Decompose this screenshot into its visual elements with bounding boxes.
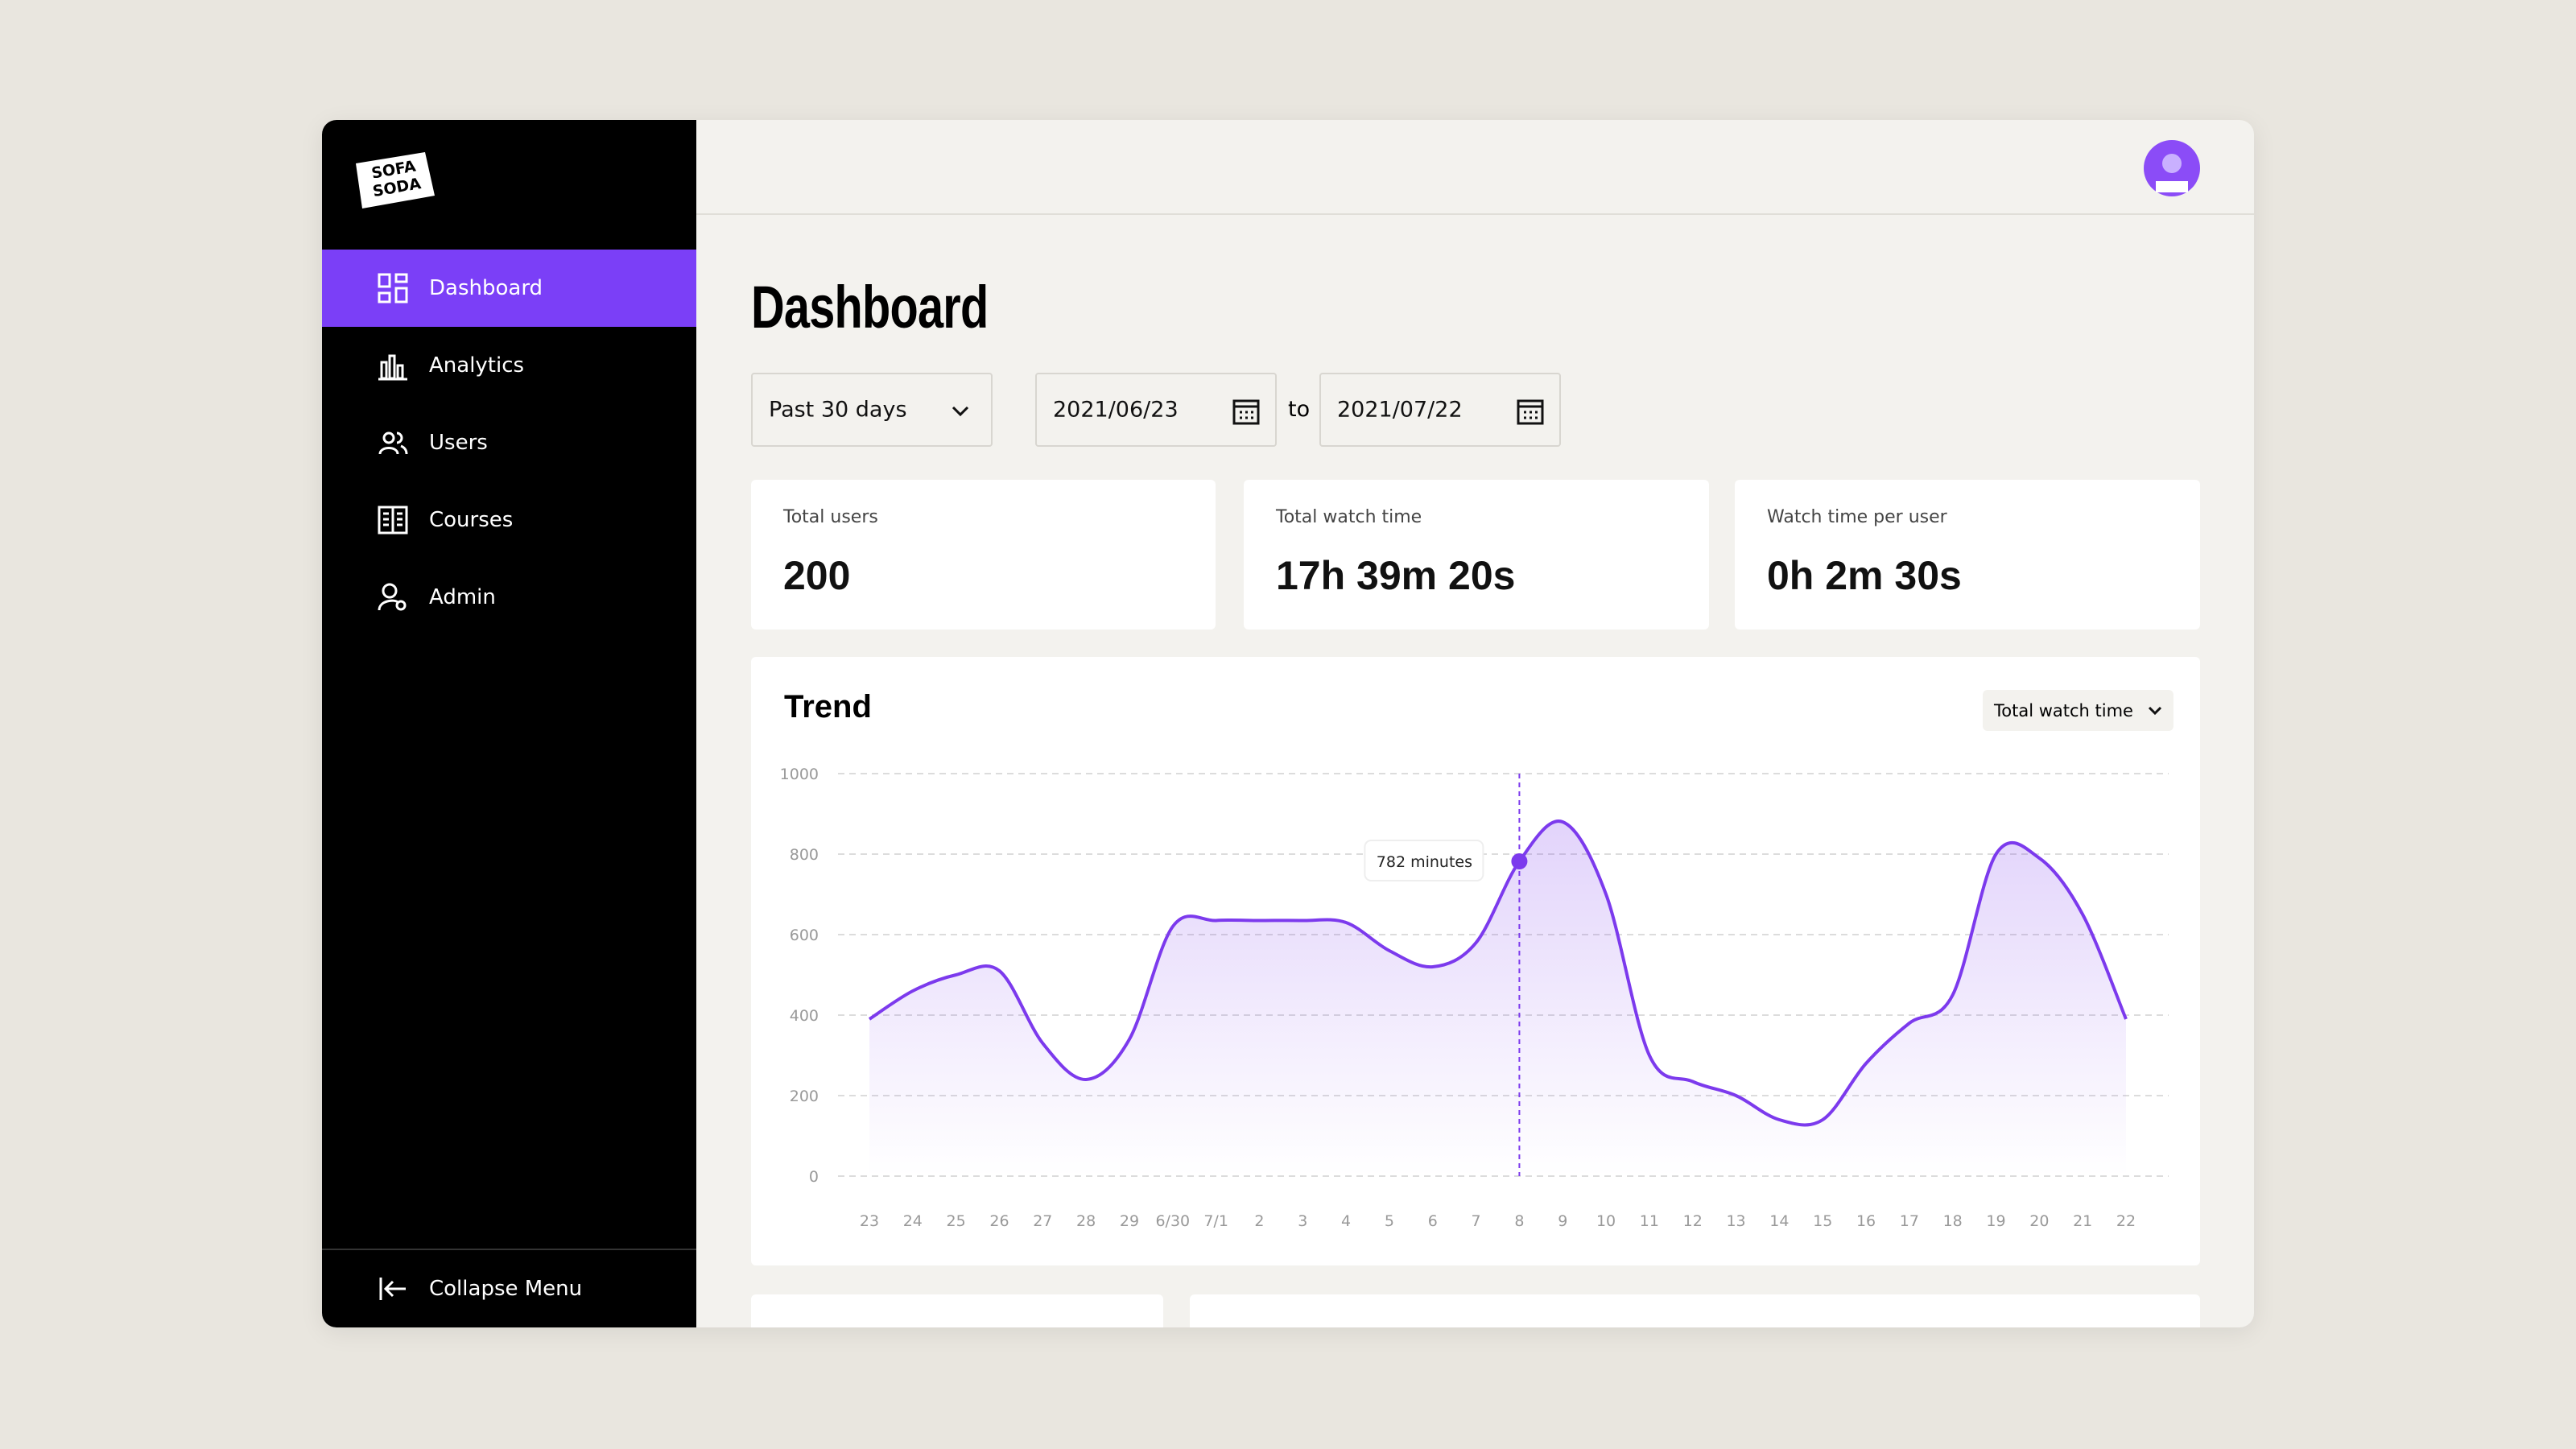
metric-dropdown[interactable]: Total watch time bbox=[1983, 690, 2174, 731]
x-tick-label: 8 bbox=[1514, 1212, 1524, 1230]
x-tick-label: 24 bbox=[903, 1212, 923, 1230]
range-label: Past 30 days bbox=[769, 397, 907, 423]
x-tick-label: 12 bbox=[1683, 1212, 1703, 1230]
x-tick-label: 15 bbox=[1813, 1212, 1832, 1230]
trend-card: Trend Total watch time 0 200 400 600 800 1000… bbox=[751, 657, 2200, 1265]
y-tick-label: 600 bbox=[790, 927, 819, 944]
logo: SOFA SODA bbox=[356, 152, 435, 208]
x-tick-label: 28 bbox=[1076, 1212, 1096, 1230]
stat-label: Total watch time bbox=[1276, 507, 1422, 527]
stat-value: 17h 39m 20s bbox=[1276, 553, 1516, 598]
x-tick-label: 29 bbox=[1120, 1212, 1139, 1230]
stat-label: Total users bbox=[783, 507, 878, 527]
stat-value: 0h 2m 30s bbox=[1767, 553, 1962, 598]
header-border bbox=[696, 213, 2254, 215]
x-tick-label: 26 bbox=[989, 1212, 1009, 1230]
range-dropdown[interactable]: Past 30 days bbox=[751, 373, 993, 447]
x-tick-label: 9 bbox=[1558, 1212, 1567, 1230]
x-tick-label: 20 bbox=[2029, 1212, 2049, 1230]
x-tick-label: 4 bbox=[1341, 1212, 1351, 1230]
stat-value: 200 bbox=[783, 553, 851, 598]
y-tick-label: 400 bbox=[790, 1007, 819, 1025]
x-tick-label: 27 bbox=[1033, 1212, 1052, 1230]
menu-item[interactable]: Analytics bbox=[322, 327, 696, 404]
y-tick-label: 1000 bbox=[780, 766, 819, 783]
stat-card: Total users 200 bbox=[751, 480, 1216, 630]
x-tick-label: 22 bbox=[2116, 1212, 2136, 1230]
y-tick-label: 200 bbox=[790, 1088, 819, 1105]
end-date[interactable]: 2021/07/22 bbox=[1319, 373, 1561, 447]
tooltip-box bbox=[1364, 840, 1484, 881]
x-tick-label: 2 bbox=[1254, 1212, 1264, 1230]
x-tick-label: 14 bbox=[1769, 1212, 1789, 1230]
page-title: Dashboard bbox=[751, 274, 989, 341]
collapse-menu[interactable]: Collapse Menu bbox=[322, 1250, 696, 1327]
x-tick-label: 18 bbox=[1943, 1212, 1963, 1230]
date-separator: to bbox=[1288, 397, 1311, 422]
y-tick-label: 0 bbox=[809, 1168, 819, 1186]
menu-item[interactable]: Dashboard bbox=[322, 250, 696, 327]
menu-label: Users bbox=[429, 431, 488, 455]
stat-card: Total watch time 17h 39m 20s bbox=[1244, 480, 1709, 630]
menu-label: Analytics bbox=[429, 353, 525, 378]
bottom-card bbox=[751, 1294, 1163, 1327]
area bbox=[869, 821, 2126, 1176]
x-tick-label: 3 bbox=[1298, 1212, 1307, 1230]
chart-title: Trend bbox=[784, 689, 872, 724]
bottom-card bbox=[1190, 1294, 2200, 1327]
x-tick-label: 16 bbox=[1856, 1212, 1876, 1230]
x-tick-label: 17 bbox=[1900, 1212, 1919, 1230]
start-date-text: 2021/06/23 bbox=[1053, 397, 1179, 423]
menu-item[interactable]: Admin bbox=[322, 559, 696, 636]
divider bbox=[322, 1249, 696, 1250]
collapse-label: Collapse Menu bbox=[429, 1277, 583, 1301]
x-tick-label: 25 bbox=[947, 1212, 966, 1230]
app-window: SOFA SODA Dashboard Analytics Users Cour… bbox=[322, 120, 2254, 1327]
metric-label: Total watch time bbox=[1994, 701, 2133, 720]
x-tick-label: 19 bbox=[1986, 1212, 2005, 1230]
stat-card: Watch time per user 0h 2m 30s bbox=[1735, 480, 2200, 630]
avatar[interactable] bbox=[2143, 139, 2201, 197]
menu-label: Dashboard bbox=[429, 276, 543, 300]
x-tick-label: 10 bbox=[1596, 1212, 1616, 1230]
x-tick-label: 6 bbox=[1428, 1212, 1438, 1230]
line bbox=[868, 819, 2128, 1127]
point bbox=[1511, 853, 1528, 869]
menu-label: Admin bbox=[429, 585, 496, 609]
x-tick-label: 7 bbox=[1472, 1212, 1481, 1230]
tooltip-label: 782 minutes bbox=[1377, 853, 1472, 871]
x-tick-label: 7/1 bbox=[1203, 1212, 1228, 1230]
menu-item[interactable]: Courses bbox=[322, 481, 696, 559]
end-date-text: 2021/07/22 bbox=[1337, 397, 1463, 423]
x-tick-label: 6/30 bbox=[1155, 1212, 1190, 1230]
x-tick-label: 5 bbox=[1385, 1212, 1394, 1230]
stat-label: Watch time per user bbox=[1767, 507, 1947, 527]
x-tick-label: 23 bbox=[860, 1212, 879, 1230]
start-date[interactable]: 2021/06/23 bbox=[1035, 373, 1277, 447]
x-tick-label: 11 bbox=[1640, 1212, 1659, 1230]
menu-label: Courses bbox=[429, 508, 514, 532]
y-tick-label: 800 bbox=[790, 846, 819, 864]
menu-item[interactable]: Users bbox=[322, 404, 696, 481]
x-tick-label: 21 bbox=[2073, 1212, 2092, 1230]
x-tick-label: 13 bbox=[1726, 1212, 1745, 1230]
sidebar: SOFA SODA Dashboard Analytics Users Cour… bbox=[322, 120, 696, 1327]
